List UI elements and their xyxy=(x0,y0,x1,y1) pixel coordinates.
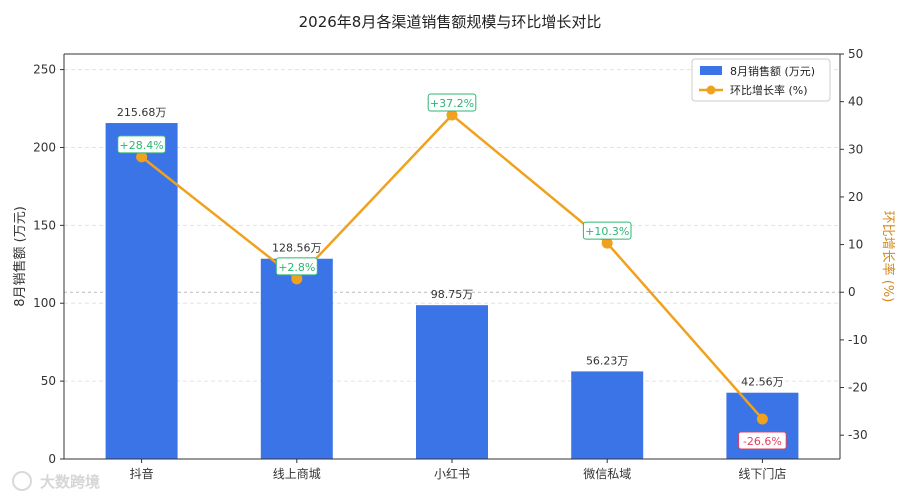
x-tick-label: 小红书 xyxy=(434,466,470,481)
x-tick-label: 抖音 xyxy=(130,466,154,481)
left-tick-label: 250 xyxy=(33,63,56,77)
legend-bar-label: 8月销售额 (万元) xyxy=(730,64,815,78)
legend-line-label: 环比增长率 (%) xyxy=(730,83,808,97)
right-tick-label: -30 xyxy=(848,428,868,442)
bar-value-label: 128.56万 xyxy=(272,242,322,255)
growth-value-label: +37.2% xyxy=(430,97,474,110)
left-tick-label: 50 xyxy=(41,374,56,388)
growth-value-label: +28.4% xyxy=(120,139,164,152)
growth-label-box xyxy=(117,135,166,154)
left-tick-label: 150 xyxy=(33,218,56,232)
growth-label-box xyxy=(738,431,787,450)
watermark-logo-icon xyxy=(12,471,32,491)
growth-value-label: +2.8% xyxy=(278,261,315,274)
left-tick-label: 100 xyxy=(33,296,56,310)
watermark: 大数跨境 xyxy=(12,471,100,491)
growth-point xyxy=(136,151,148,163)
legend-line-marker xyxy=(706,85,716,95)
right-tick-label: 50 xyxy=(848,47,863,61)
right-tick-label: 40 xyxy=(848,95,863,109)
growth-point xyxy=(756,413,768,425)
bar-value-label: 56.23万 xyxy=(586,354,629,367)
growth-label-box xyxy=(427,93,477,112)
right-tick-label: -10 xyxy=(848,333,868,347)
growth-label-box xyxy=(275,257,318,276)
watermark-text: 大数跨境 xyxy=(40,473,100,491)
x-tick-label: 线上商城 xyxy=(273,466,321,481)
growth-point xyxy=(601,237,613,249)
chart-title: 2026年8月各渠道销售额规模与环比增长对比 xyxy=(299,13,602,31)
bar-value-label: 42.56万 xyxy=(741,376,784,389)
legend-box xyxy=(691,58,831,102)
x-tick-label: 微信私域 xyxy=(583,467,631,481)
right-tick-label: 10 xyxy=(848,238,863,252)
bar xyxy=(416,305,488,459)
legend-bar-swatch xyxy=(700,66,722,75)
legend: 8月销售额 (万元) 环比增长率 (%) xyxy=(691,58,831,102)
bar xyxy=(260,258,333,459)
bar-value-label: 98.75万 xyxy=(431,288,474,301)
growth-value-label: +10.3% xyxy=(585,225,629,238)
bars-layer: 215.68万 128.56万 98.75万 56.23万 42.56万 xyxy=(105,106,799,459)
bar xyxy=(571,371,644,459)
growth-point xyxy=(291,273,303,285)
y-left-axis-title: 8月销售额 (万元) xyxy=(12,206,28,307)
axes-layer: 0 50 100 150 200 250 -30 -20 -10 0 10 20 30 40 50 抖音 线上商… xyxy=(12,47,896,481)
bar xyxy=(105,123,178,459)
right-tick-label: 20 xyxy=(848,190,863,204)
left-tick-label: 0 xyxy=(48,452,56,466)
right-tick-label: -20 xyxy=(848,381,868,395)
line-layer: +28.4% +2.8% +37.2% +10.3% -26.6% xyxy=(117,93,787,450)
right-tick-label: 0 xyxy=(848,285,856,299)
x-tick-label: 线下门店 xyxy=(738,466,786,481)
y-right-axis-title: 环比增长率 (%) xyxy=(880,211,896,303)
growth-point xyxy=(446,109,458,121)
growth-label-box xyxy=(582,221,632,240)
left-tick-label: 200 xyxy=(33,140,56,154)
bar-value-label: 215.68万 xyxy=(117,106,167,119)
right-tick-label: 30 xyxy=(848,142,863,156)
growth-value-label: -26.6% xyxy=(743,435,782,448)
